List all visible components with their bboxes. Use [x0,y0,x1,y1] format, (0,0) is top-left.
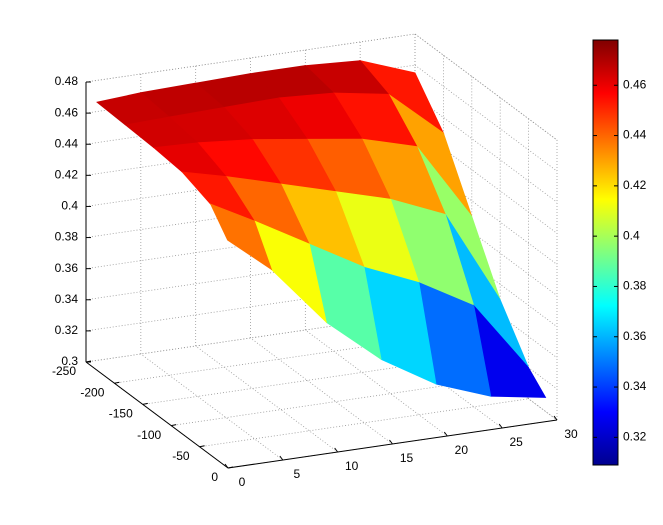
grid-line [195,345,338,453]
z-tick-label: 0.46 [55,105,79,119]
z-tick-label: 0.42 [55,168,79,182]
y-tick-label: -200 [80,385,104,399]
axes: 0.3 0.32 0.34 0.36 0.38 0.4 0.42 0.44 0.46 0.48 -2… [52,74,578,489]
y-tick-label: -100 [137,428,161,442]
z-tick-label: 0.32 [55,323,79,337]
grid-line [414,64,558,172]
x-tick-label: 15 [400,451,414,465]
y-tick [227,466,234,469]
grid-line [414,158,558,265]
x-tick [553,415,558,421]
x-tick-label: 0 [239,475,246,489]
surface-patch [209,203,273,271]
y-tick [171,424,177,427]
x-tick [279,455,284,461]
grid-line [250,337,393,445]
colorbar-tick-label: 0.36 [623,329,647,343]
grid-line [414,189,558,296]
x-tick-label: 20 [455,443,469,457]
x-tick [389,439,393,445]
grid-line [414,313,558,421]
colorbar-tick-label: 0.44 [623,128,647,142]
y-tick-label: -50 [172,449,190,463]
colorbar-tick-label: 0.38 [623,279,647,293]
z-tick-label: 0.44 [55,136,79,150]
x-tick-label: 10 [345,459,359,473]
z-tick-label: 0.38 [55,230,79,244]
z-tick-label: 0.4 [61,199,78,213]
x-tick-label: 5 [293,467,300,481]
y-tick [85,360,92,363]
colorbar-ticks: 0.32 0.34 0.36 0.38 0.4 0.42 0.44 0.46 [593,77,647,444]
y-tick-label: 0 [211,470,218,484]
x-tick [224,463,229,469]
colorbar [592,39,619,466]
z-tick-label: 0.36 [55,261,79,275]
grid-line [305,329,448,437]
z-tick-label: 0.34 [55,292,79,306]
colorbar-tick-label: 0.34 [623,379,647,393]
grid-line [414,282,558,390]
grid-line [414,95,558,203]
y-tick [142,402,148,405]
y-tick-label: -250 [52,364,76,378]
x-tick [334,447,339,453]
colorbar-tick-label: 0.4 [623,228,640,242]
x-tick-label: 30 [564,427,578,441]
y-axis [85,361,229,469]
y-tick [114,381,120,384]
grid-line [140,353,284,461]
x-tick [498,423,503,429]
y-tick [199,445,205,448]
grid-line [414,127,558,234]
z-tick-label: 0.48 [55,74,79,88]
colorbar-tick-label: 0.32 [623,430,647,444]
surface [96,60,547,398]
box-edge [85,33,558,141]
grid-line [414,220,558,327]
x-tick [443,431,448,437]
y-tick-label: -150 [109,407,133,421]
colorbar-tick-label: 0.46 [623,77,647,91]
z-tick-label: 0.3 [61,354,78,368]
x-tick-label: 25 [509,435,523,449]
colorbar-tick-label: 0.42 [623,178,647,192]
grid-line [414,251,558,359]
